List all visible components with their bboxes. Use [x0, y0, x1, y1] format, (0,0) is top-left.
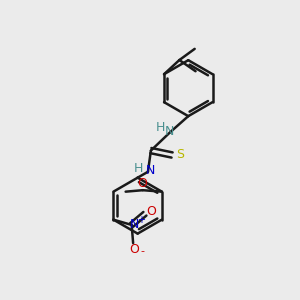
Text: +: + [137, 214, 145, 225]
Text: O: O [137, 177, 147, 190]
Text: S: S [176, 148, 184, 161]
Text: H: H [155, 122, 165, 134]
Text: O: O [146, 205, 156, 218]
Text: N: N [130, 218, 139, 231]
Text: H: H [134, 162, 143, 175]
Text: N: N [165, 125, 174, 138]
Text: N: N [146, 164, 155, 177]
Text: -: - [140, 246, 144, 256]
Text: O: O [130, 243, 140, 256]
